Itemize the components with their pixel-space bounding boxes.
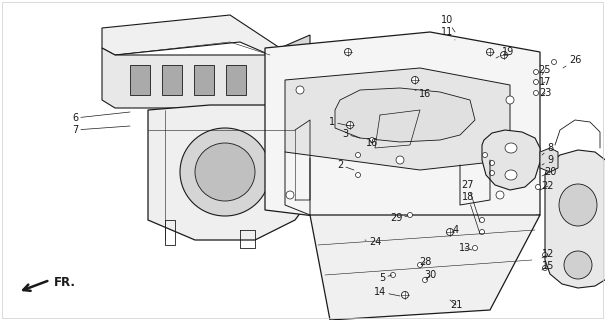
Ellipse shape [446,228,454,236]
Polygon shape [194,65,214,95]
Ellipse shape [402,292,408,299]
Polygon shape [310,215,540,320]
Text: 11: 11 [441,27,455,40]
Polygon shape [280,35,310,100]
Ellipse shape [422,277,428,283]
Ellipse shape [552,60,557,65]
Text: 21: 21 [450,300,462,310]
Ellipse shape [370,138,374,142]
Text: 18: 18 [462,192,480,234]
Ellipse shape [408,212,413,218]
Text: 30: 30 [424,270,436,280]
Ellipse shape [489,171,494,175]
Ellipse shape [505,170,517,180]
Ellipse shape [496,191,504,199]
Text: 1: 1 [329,117,350,127]
Ellipse shape [500,52,508,59]
Ellipse shape [473,245,477,251]
Text: 16: 16 [366,138,378,148]
Text: 27: 27 [462,180,480,222]
Polygon shape [102,48,280,108]
Polygon shape [162,65,182,95]
Ellipse shape [195,143,255,201]
Ellipse shape [486,49,494,55]
Ellipse shape [535,185,540,189]
Text: 13: 13 [459,243,472,253]
Ellipse shape [417,262,422,268]
Polygon shape [482,130,540,190]
Text: 4: 4 [452,225,459,235]
Text: 10: 10 [441,15,455,32]
Ellipse shape [356,172,361,178]
Polygon shape [540,148,558,172]
Polygon shape [335,88,475,142]
Ellipse shape [489,161,494,165]
Polygon shape [130,65,150,95]
Ellipse shape [506,96,514,104]
Text: 3: 3 [342,129,360,139]
Ellipse shape [347,122,353,129]
Ellipse shape [411,76,419,84]
Text: 2: 2 [337,160,354,170]
Text: 5: 5 [379,273,392,283]
Ellipse shape [286,191,294,199]
Ellipse shape [543,252,548,258]
Ellipse shape [483,153,488,157]
Ellipse shape [344,49,352,55]
Ellipse shape [505,143,517,153]
Ellipse shape [559,184,597,226]
Ellipse shape [180,128,270,216]
Text: 8: 8 [542,143,553,155]
Polygon shape [545,150,605,288]
Text: 14: 14 [374,287,400,297]
Text: 25: 25 [538,65,551,75]
Polygon shape [226,65,246,95]
Text: 26: 26 [563,55,581,68]
Ellipse shape [390,273,396,277]
Text: 20: 20 [542,167,556,177]
Text: 7: 7 [72,125,130,135]
Polygon shape [148,105,310,240]
Text: 6: 6 [72,112,130,123]
Text: 17: 17 [539,77,551,87]
Ellipse shape [396,156,404,164]
Ellipse shape [534,79,538,84]
Text: 16: 16 [415,89,431,99]
Ellipse shape [480,218,485,222]
Ellipse shape [480,229,485,235]
Polygon shape [285,68,510,170]
Text: 15: 15 [542,261,554,271]
Polygon shape [102,15,280,55]
Text: 29: 29 [390,213,408,223]
Text: FR.: FR. [54,276,76,289]
Text: 28: 28 [419,257,431,267]
Text: 24: 24 [365,237,381,247]
Text: 22: 22 [540,181,554,191]
Text: 19: 19 [496,47,514,58]
Ellipse shape [534,91,538,95]
Polygon shape [265,32,540,230]
Ellipse shape [564,251,592,279]
Ellipse shape [296,86,304,94]
Ellipse shape [356,153,361,157]
Text: 23: 23 [539,88,551,98]
Text: 9: 9 [542,155,553,165]
Text: 12: 12 [542,249,554,259]
Ellipse shape [534,69,538,75]
Ellipse shape [543,266,548,270]
